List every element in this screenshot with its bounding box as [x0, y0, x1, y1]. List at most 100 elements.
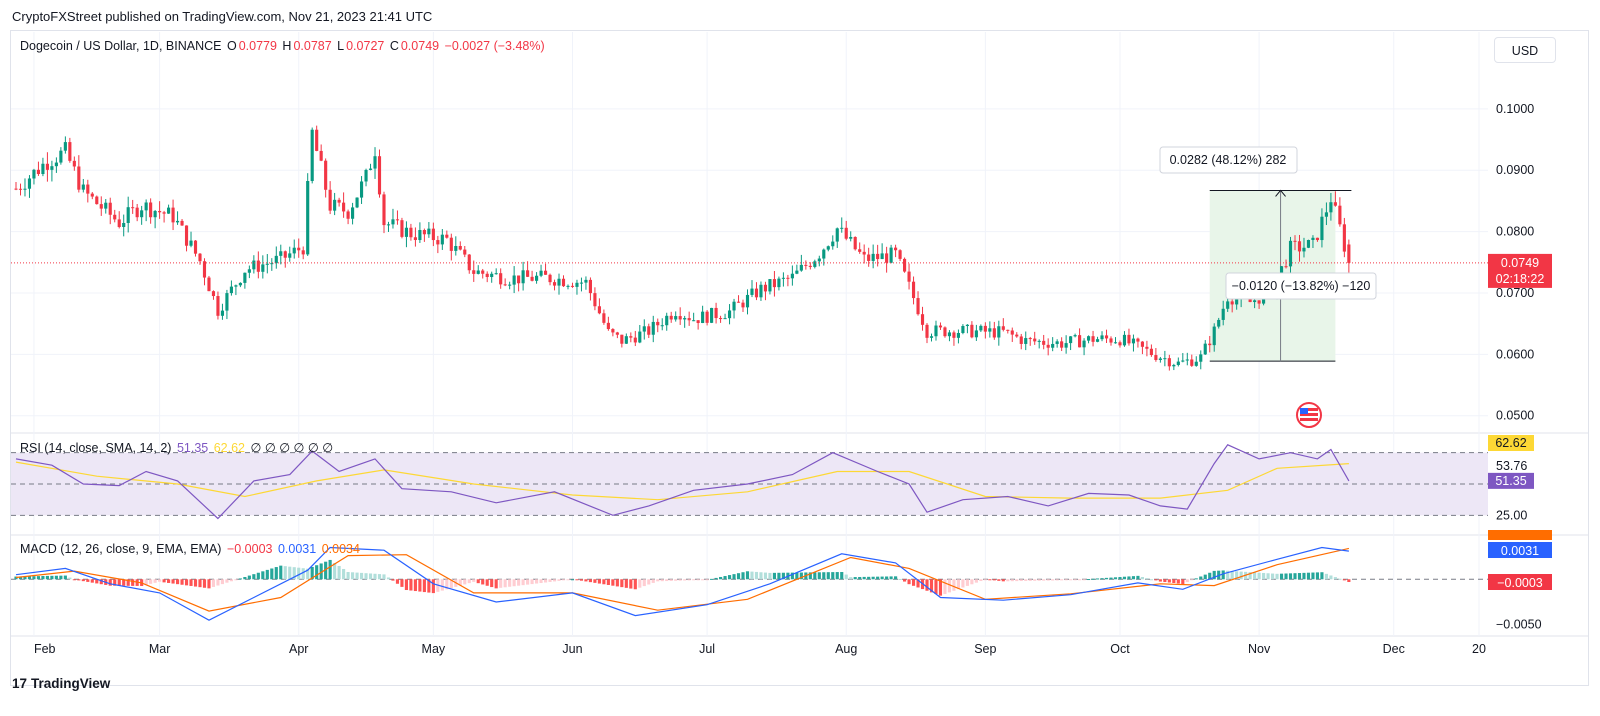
range-down-label-text: −0.0120 (−13.82%) −120	[1232, 279, 1371, 293]
macd-histogram-bar	[1091, 578, 1095, 580]
macd-histogram-bar	[184, 579, 189, 586]
macd-histogram-bar	[1226, 570, 1230, 580]
macd-histogram-bar	[77, 579, 81, 581]
price-tick-label: 0.0700	[1496, 286, 1534, 300]
currency-button[interactable]: USD	[1494, 37, 1556, 63]
macd-histogram-bar	[211, 579, 216, 587]
macd-histogram-bar	[988, 579, 992, 581]
macd-histogram-bar	[431, 579, 435, 594]
candle-body	[274, 255, 278, 264]
macd-histogram-bar	[481, 579, 485, 585]
price-tick-label: 0.0600	[1496, 347, 1534, 361]
candle-body	[647, 326, 651, 335]
macd-histogram-tag-text: −0.0003	[1497, 576, 1543, 590]
candle-body	[122, 222, 126, 227]
candle-body	[624, 336, 628, 344]
candle-body	[1145, 346, 1149, 349]
candle-body	[422, 230, 426, 235]
price-tick-label: 0.1000	[1496, 102, 1534, 116]
macd-histogram-bar	[400, 579, 404, 587]
price-tick-label: 0.0500	[1496, 409, 1534, 423]
macd-histogram-bar	[216, 579, 220, 586]
macd-histogram-bar	[692, 579, 696, 581]
close-value: 0.0749	[400, 39, 440, 53]
macd-histogram-bar	[1311, 572, 1315, 580]
current-price-box	[1488, 253, 1552, 288]
candle-body	[319, 150, 323, 161]
macd-histogram-bar	[880, 576, 884, 580]
candle-body	[1109, 338, 1113, 343]
candle-body	[840, 227, 844, 229]
candle-body	[202, 261, 207, 278]
candle-body	[45, 163, 49, 170]
macd-signal-tag	[1488, 530, 1552, 540]
macd-histogram-bar	[108, 579, 112, 586]
macd-histogram-bar	[126, 579, 130, 586]
candle-body	[552, 282, 557, 286]
candle-body	[508, 284, 512, 286]
macd-histogram-bar	[1131, 576, 1136, 580]
candle-body	[1024, 338, 1028, 344]
tradingview-logo-icon: 17	[12, 676, 28, 691]
candle-body	[642, 326, 646, 332]
candle-body	[880, 253, 884, 260]
macd-histogram-bar	[1113, 577, 1118, 580]
macd-histogram-bar	[1194, 578, 1198, 580]
macd-histogram-bar	[517, 579, 521, 586]
candle-body	[705, 311, 709, 323]
candle-body	[292, 247, 296, 254]
macd-histogram-bar	[1122, 576, 1127, 580]
candle-body	[943, 327, 947, 337]
candle-body	[535, 275, 539, 281]
candle-body	[826, 246, 830, 250]
macd-histogram-bar	[306, 568, 310, 580]
candle-body	[916, 298, 920, 315]
macd-histogram-bar	[1338, 578, 1342, 580]
candle-body	[795, 270, 799, 274]
candle-body	[898, 250, 902, 259]
time-tick-label: 20	[1472, 642, 1486, 656]
tradingview-brand[interactable]: 17 TradingView	[12, 676, 110, 691]
macd-histogram-bar	[853, 577, 857, 580]
macd-histogram-bar	[894, 576, 898, 580]
macd-histogram-bar	[772, 572, 776, 580]
macd-histogram-bar	[472, 579, 476, 582]
candle-body	[674, 316, 678, 320]
macd-histogram-bar	[898, 578, 902, 580]
macd-histogram-bar	[99, 579, 103, 585]
candle-body	[476, 270, 480, 274]
macd-histogram-bar	[1315, 572, 1320, 580]
macd-histogram-bar	[665, 579, 669, 582]
macd-histogram-bar	[1172, 579, 1176, 583]
candle-body	[265, 263, 269, 265]
macd-histogram-bar	[418, 579, 422, 592]
macd-histogram-bar	[1086, 579, 1091, 581]
macd-histogram-bar	[333, 562, 337, 580]
candle-body	[494, 273, 498, 275]
candle-body	[710, 307, 714, 323]
macd-histogram-bar	[117, 579, 121, 586]
macd-histogram-bar	[1288, 573, 1293, 580]
macd-histogram-tag-box	[1488, 574, 1552, 590]
macd-histogram-bar	[669, 579, 673, 581]
macd-histogram-bar	[719, 576, 723, 580]
candle-body	[225, 293, 229, 311]
macd-histogram-bar	[1154, 579, 1158, 581]
candle-body	[907, 271, 911, 282]
macd-histogram-bar	[202, 579, 207, 588]
macd-histogram-bar	[1100, 578, 1104, 580]
candle-body	[925, 324, 929, 338]
macd-histogram-bar	[1279, 573, 1284, 580]
candle-body	[377, 156, 382, 195]
candle-body	[938, 325, 943, 328]
candle-body	[54, 162, 58, 167]
high-value: 0.0787	[293, 39, 332, 53]
rsi-value: 51.35	[176, 441, 209, 455]
candle-body	[889, 247, 893, 263]
candle-body	[104, 202, 108, 209]
candle-body	[189, 240, 193, 246]
macd-histogram-bar	[1266, 573, 1270, 580]
candle-body	[732, 301, 736, 311]
macd-histogram-bar	[225, 579, 229, 583]
